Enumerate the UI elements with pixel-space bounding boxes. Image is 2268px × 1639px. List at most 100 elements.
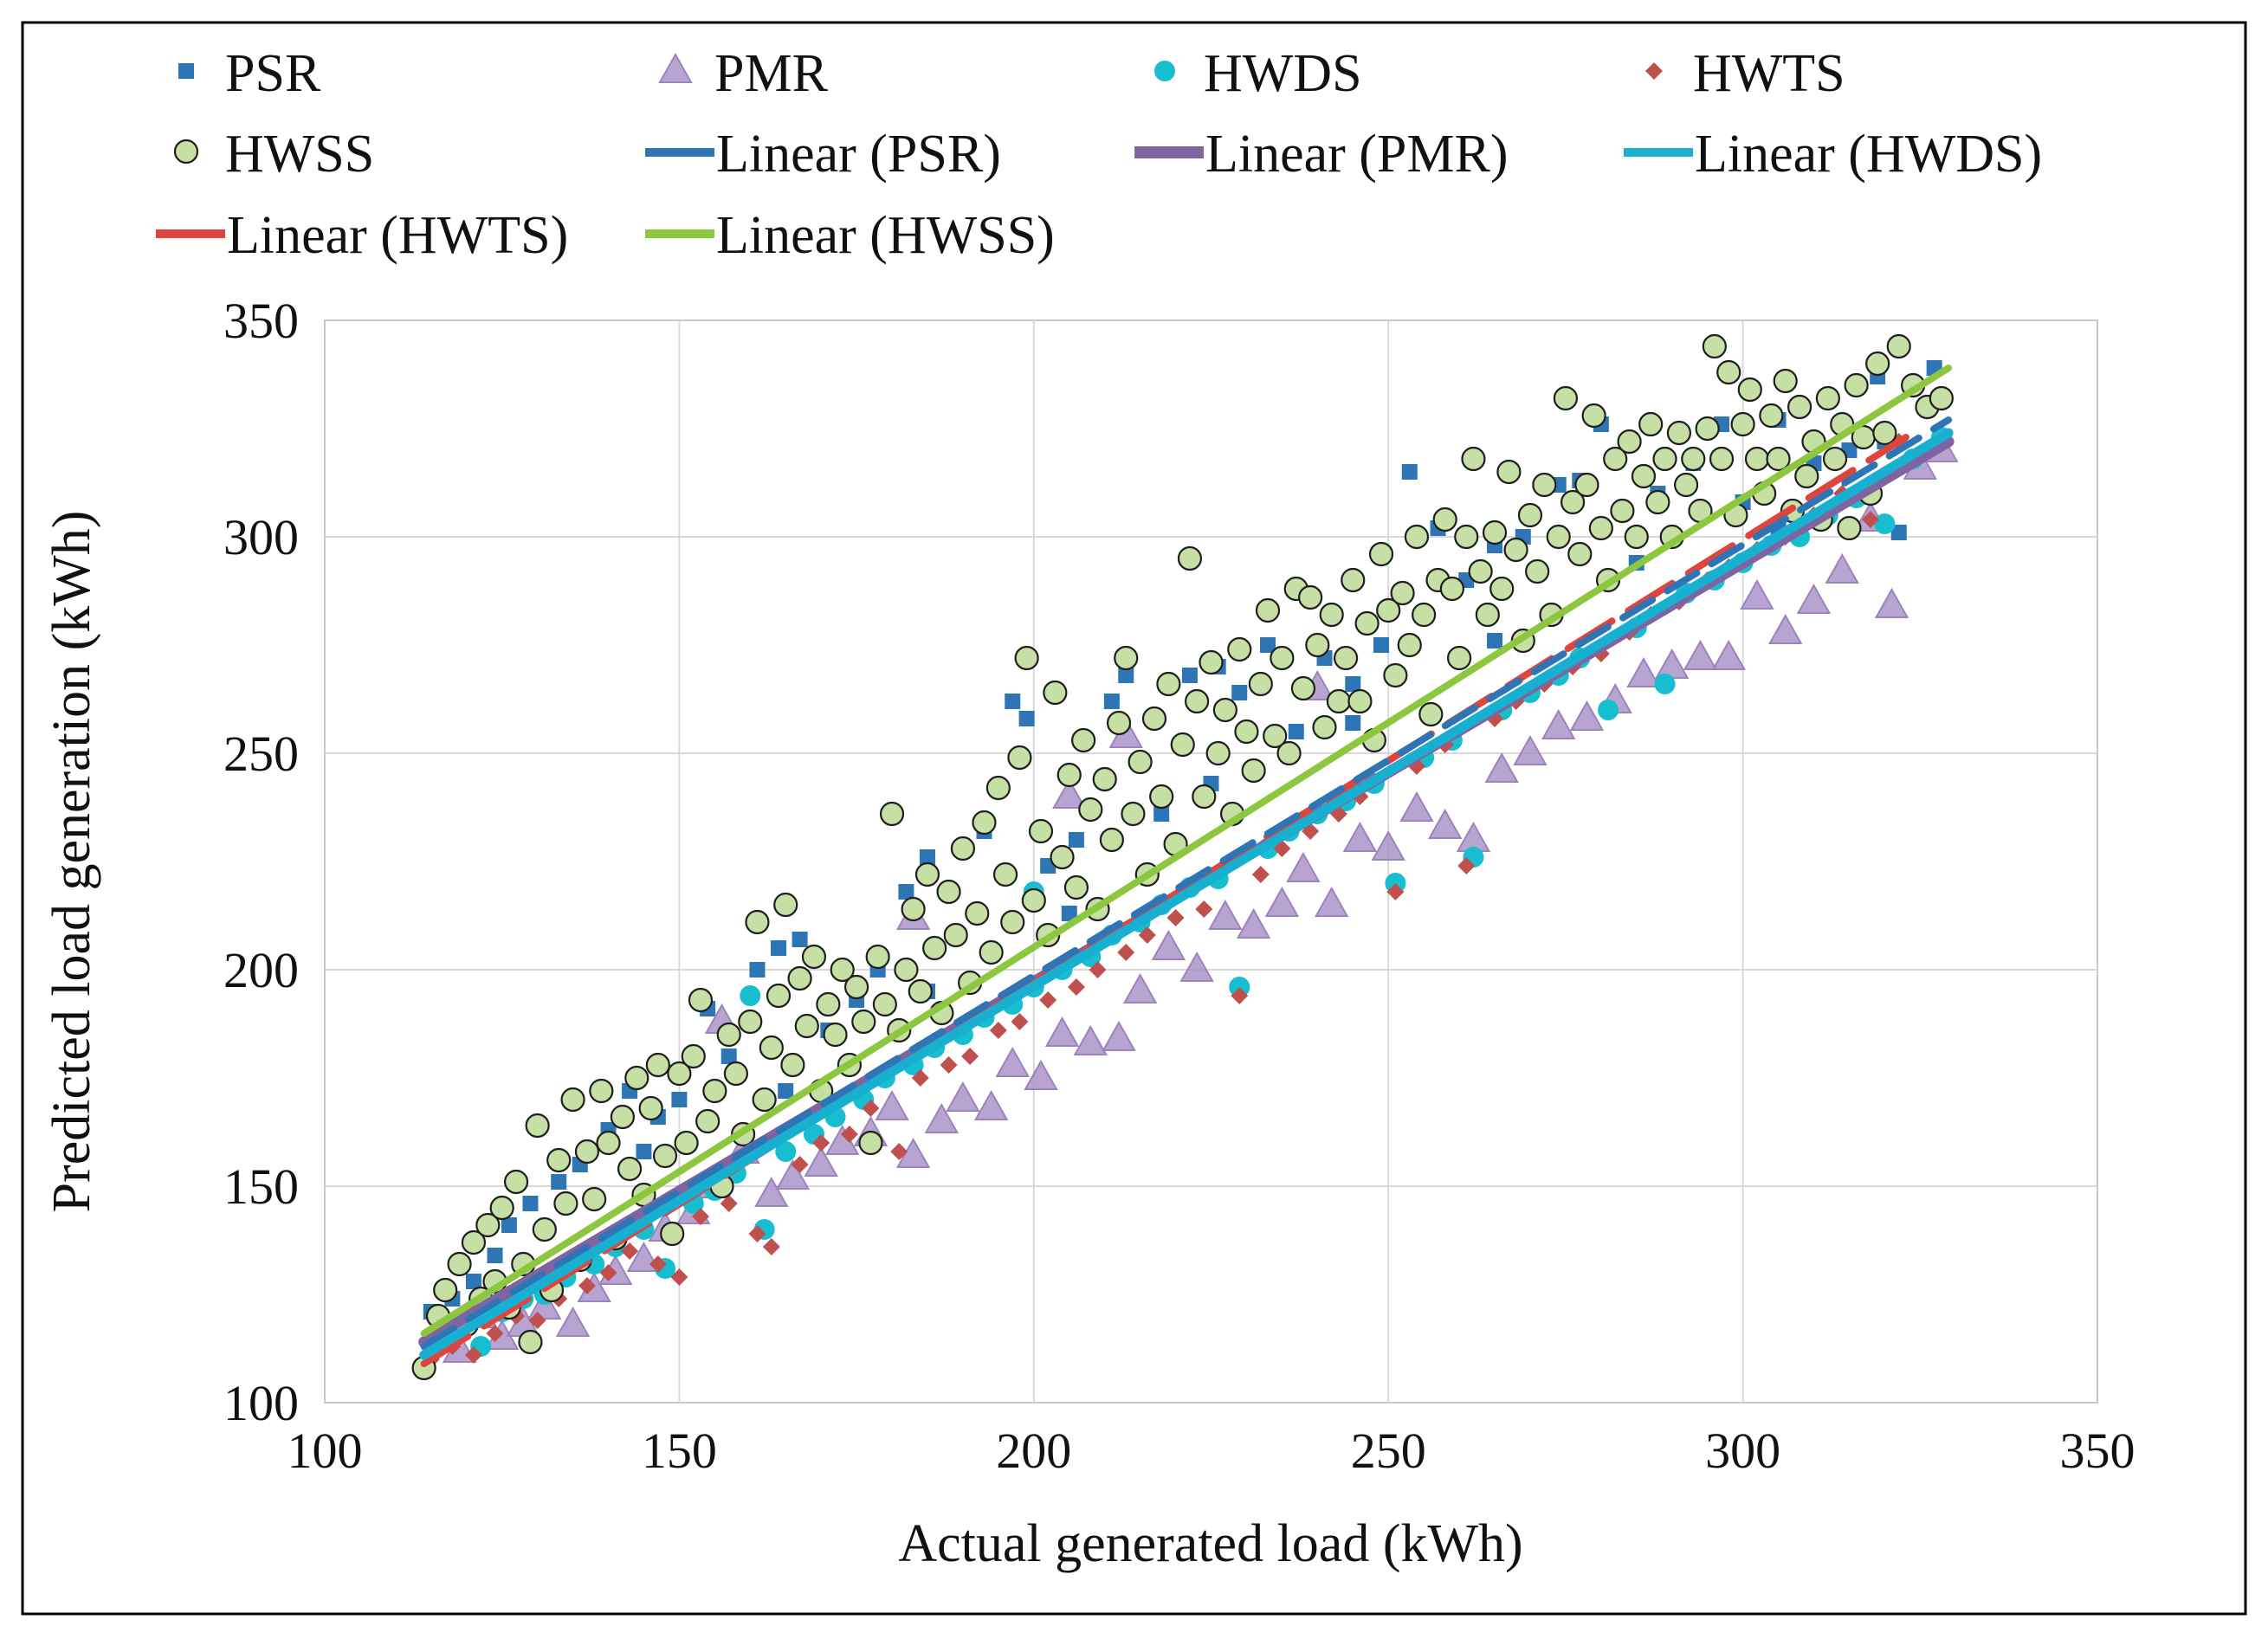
legend-item-pmr: PMR bbox=[658, 44, 829, 103]
hwss-point bbox=[1489, 576, 1515, 602]
hwss-point bbox=[816, 991, 841, 1017]
hwss-point bbox=[475, 1212, 501, 1238]
hwds-point bbox=[1598, 700, 1619, 720]
hwss-point bbox=[1212, 697, 1237, 723]
hwss-point bbox=[1482, 519, 1508, 545]
psr-point bbox=[749, 962, 766, 978]
hwss-point bbox=[525, 1113, 550, 1139]
y-tick-label: 250 bbox=[223, 726, 299, 782]
hwss-point bbox=[1404, 524, 1430, 550]
hwss-point bbox=[1063, 874, 1089, 900]
hwss-point bbox=[1461, 446, 1486, 472]
hwss-point bbox=[1567, 541, 1593, 567]
hwts-point bbox=[791, 1156, 809, 1173]
hwss-point bbox=[1446, 645, 1472, 671]
hwts-point bbox=[989, 1022, 1007, 1039]
legend-swatch bbox=[1154, 61, 1175, 81]
pmr-point bbox=[995, 1046, 1030, 1077]
hwts-point bbox=[1231, 987, 1249, 1004]
hwss-point bbox=[1517, 502, 1543, 528]
hwss-point bbox=[1532, 472, 1557, 498]
hwss-point bbox=[1397, 632, 1422, 658]
pmr-point bbox=[1768, 613, 1803, 644]
legend-label: Linear (HWDS) bbox=[1695, 125, 2042, 184]
hwss-point bbox=[1574, 472, 1599, 498]
hwss-point bbox=[447, 1251, 472, 1277]
hwss-point bbox=[752, 1087, 777, 1113]
hwss-point bbox=[1234, 719, 1259, 745]
psr-point bbox=[720, 1049, 737, 1064]
hwss-point bbox=[1837, 515, 1862, 541]
axis-ticks: 100 150 200 250 300 350 100 150 200 250 300 350 bbox=[223, 293, 2136, 1479]
psr-point bbox=[1005, 694, 1021, 709]
hwss-point bbox=[461, 1229, 487, 1255]
hwts-point bbox=[1251, 866, 1270, 883]
hwss-point bbox=[624, 1065, 649, 1091]
psr-point bbox=[778, 1083, 794, 1099]
hwss-point bbox=[901, 896, 926, 922]
psr-point bbox=[671, 1092, 688, 1107]
hwss-point bbox=[1759, 403, 1784, 429]
pmr-point bbox=[1314, 886, 1349, 917]
pmr-point bbox=[1569, 700, 1605, 731]
hwss-point bbox=[1702, 333, 1727, 359]
hwss-point bbox=[1766, 446, 1791, 472]
hwts-point bbox=[840, 1126, 858, 1143]
hwss-point bbox=[1141, 706, 1167, 732]
psr-point bbox=[1181, 668, 1198, 683]
hwss-point bbox=[1681, 446, 1706, 472]
pmr-point bbox=[1208, 899, 1243, 930]
hwss-point bbox=[1368, 541, 1394, 567]
hwss-point bbox=[1865, 351, 1890, 377]
psr-point bbox=[1061, 906, 1077, 921]
psr-point bbox=[487, 1248, 503, 1263]
hwss-point bbox=[1418, 701, 1444, 727]
hwss-point bbox=[1872, 420, 1897, 446]
hwss-point bbox=[518, 1329, 543, 1355]
hwss-point bbox=[1114, 645, 1139, 671]
hwss-point bbox=[943, 922, 968, 948]
pmr-point bbox=[1024, 1059, 1058, 1090]
hwss-point bbox=[433, 1277, 458, 1303]
hwss-point bbox=[645, 1052, 670, 1078]
hwss-point bbox=[582, 1186, 607, 1212]
hwss-point bbox=[745, 909, 770, 935]
y-tick-label: 200 bbox=[223, 942, 299, 998]
psr-point bbox=[1401, 464, 1418, 480]
hwss-point bbox=[1354, 610, 1380, 636]
pmr-point bbox=[804, 1145, 838, 1177]
legend-label: Linear (HWTS) bbox=[227, 206, 568, 265]
pmr-point bbox=[1179, 951, 1214, 982]
hwss-point bbox=[773, 892, 798, 918]
hwss-point bbox=[759, 1035, 784, 1061]
psr-point bbox=[501, 1217, 517, 1233]
hwss-point bbox=[1773, 368, 1798, 394]
hwss-point bbox=[1454, 524, 1479, 550]
hwss-point bbox=[1666, 420, 1692, 446]
hwss-point bbox=[1794, 463, 1819, 489]
hwss-point bbox=[553, 1191, 578, 1216]
hwss-point bbox=[1333, 645, 1359, 671]
psr-point bbox=[1103, 694, 1120, 709]
hwss-point bbox=[695, 1108, 720, 1134]
hwss-point bbox=[865, 944, 890, 970]
trend-lines bbox=[418, 365, 1955, 1367]
hwss-point bbox=[1170, 732, 1195, 758]
hwss-point bbox=[1156, 671, 1181, 697]
legend-label: HWSS bbox=[225, 125, 374, 184]
hwss-point bbox=[723, 1061, 749, 1087]
hwss-point bbox=[1092, 766, 1117, 792]
hwss-point bbox=[1071, 727, 1096, 753]
hwss-point bbox=[858, 1130, 883, 1156]
hwss-point bbox=[1645, 489, 1670, 515]
hwss-point bbox=[589, 1078, 614, 1104]
hwss-point bbox=[1106, 710, 1132, 736]
pmr-point bbox=[1264, 886, 1300, 917]
legend-swatch bbox=[658, 52, 693, 83]
hwts-point bbox=[890, 1143, 908, 1160]
hwss-point bbox=[1305, 632, 1330, 658]
pmr-point bbox=[924, 1102, 960, 1133]
hwts-point bbox=[748, 1225, 766, 1242]
trend-line-psr bbox=[420, 416, 1953, 1350]
hwss-point bbox=[801, 944, 827, 970]
